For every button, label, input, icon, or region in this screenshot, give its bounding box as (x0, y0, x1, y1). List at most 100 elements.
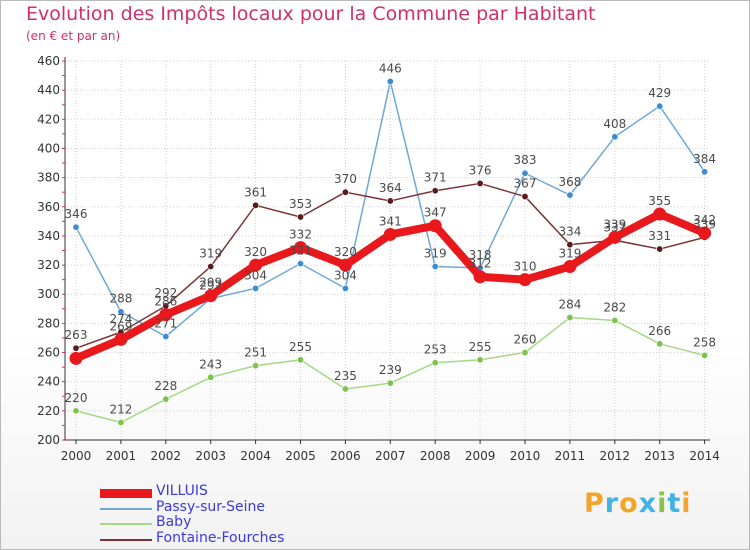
y-tick-label: 200 (37, 433, 60, 447)
logo-letter: i (657, 488, 668, 519)
data-point (701, 351, 709, 359)
data-label: 361 (244, 185, 267, 199)
logo-letter: t (667, 488, 682, 519)
data-label: 355 (648, 194, 671, 208)
data-point (431, 359, 439, 367)
data-point (296, 213, 304, 221)
data-label: 319 (199, 247, 222, 261)
y-tick-label: 440 (37, 83, 60, 97)
data-label: 297 (199, 279, 222, 293)
data-point (566, 191, 574, 199)
data-label: 332 (289, 228, 312, 242)
y-tick-label: 300 (37, 287, 60, 301)
data-label: 367 (514, 177, 537, 191)
x-tick-label: 2003 (195, 449, 226, 463)
data-label: 253 (424, 343, 447, 357)
data-label: 429 (648, 86, 671, 100)
data-point (341, 284, 349, 292)
data-label: 341 (379, 214, 402, 228)
data-label: 269 (109, 319, 132, 333)
data-point (431, 263, 439, 271)
proxiti-logo: Proxiti (584, 488, 692, 519)
chart-subtitle: (en € et par an) (26, 29, 121, 43)
data-point (521, 169, 529, 177)
y-tick-label: 240 (37, 375, 60, 389)
data-point (476, 179, 484, 187)
data-point (252, 284, 260, 292)
data-point (296, 356, 304, 364)
x-tick-label: 2000 (61, 449, 92, 463)
data-point (72, 223, 80, 231)
data-label: 319 (424, 247, 447, 261)
data-label: 408 (603, 117, 626, 131)
legend-label-villuis: VILLUIS (156, 483, 208, 499)
data-label: 266 (648, 324, 671, 338)
data-label: 370 (334, 172, 357, 186)
data-label: 239 (379, 363, 402, 377)
data-label: 212 (109, 403, 132, 417)
series-baby (72, 314, 709, 427)
data-label: 319 (558, 247, 581, 261)
legend-swatch-baby (100, 523, 152, 525)
data-point (521, 349, 529, 357)
y-tick-label: 280 (37, 316, 60, 330)
x-tick-label: 2007 (375, 449, 406, 463)
data-point (117, 419, 125, 427)
logo-letter: P (584, 488, 605, 519)
data-label: 220 (65, 391, 88, 405)
x-tick-label: 2005 (285, 449, 316, 463)
y-tick-label: 260 (37, 346, 60, 360)
data-point (204, 289, 218, 303)
data-point (249, 258, 263, 272)
data-point (701, 168, 709, 176)
data-label: 339 (693, 217, 716, 231)
data-point (428, 219, 442, 233)
data-point (386, 379, 394, 387)
x-tick-label: 2001 (106, 449, 137, 463)
data-label: 228 (154, 379, 177, 393)
y-tick-label: 320 (37, 258, 60, 272)
data-label: 320 (334, 245, 357, 259)
data-label: 342 (693, 213, 716, 227)
y-tick-label: 380 (37, 171, 60, 185)
data-label: 310 (514, 260, 537, 274)
logo-letter: o (619, 488, 639, 519)
x-tick-label: 2009 (465, 449, 496, 463)
y-tick-label: 460 (37, 54, 60, 68)
data-point (207, 263, 215, 271)
data-label: 446 (379, 61, 402, 75)
x-tick-label: 2002 (151, 449, 182, 463)
x-tick-label: 2006 (330, 449, 361, 463)
data-point (566, 314, 574, 322)
data-point (72, 407, 80, 415)
data-point (386, 77, 394, 85)
grid (65, 60, 710, 441)
data-point (563, 260, 577, 274)
data-label: 243 (199, 357, 222, 371)
x-tick-label: 2014 (689, 449, 720, 463)
data-label: 384 (693, 152, 716, 166)
data-point (431, 187, 439, 195)
data-label: 304 (244, 268, 267, 282)
data-label: 321 (289, 244, 312, 258)
data-label: 274 (109, 312, 132, 326)
data-point (611, 316, 619, 324)
x-tick-label: 2012 (600, 449, 631, 463)
data-point (473, 270, 487, 284)
data-point (656, 340, 664, 348)
series-villuis (69, 207, 712, 365)
data-label: 312 (469, 257, 492, 271)
data-point (518, 273, 532, 287)
data-label: 235 (334, 369, 357, 383)
x-tick-label: 2011 (555, 449, 586, 463)
data-label: 318 (469, 248, 492, 262)
data-point (159, 308, 173, 322)
data-point (566, 241, 574, 249)
data-label: 339 (603, 217, 626, 231)
x-tick-label: 2008 (420, 449, 451, 463)
data-point (341, 188, 349, 196)
data-label: 284 (558, 298, 581, 312)
data-point (521, 193, 529, 201)
data-label: 331 (648, 229, 671, 243)
